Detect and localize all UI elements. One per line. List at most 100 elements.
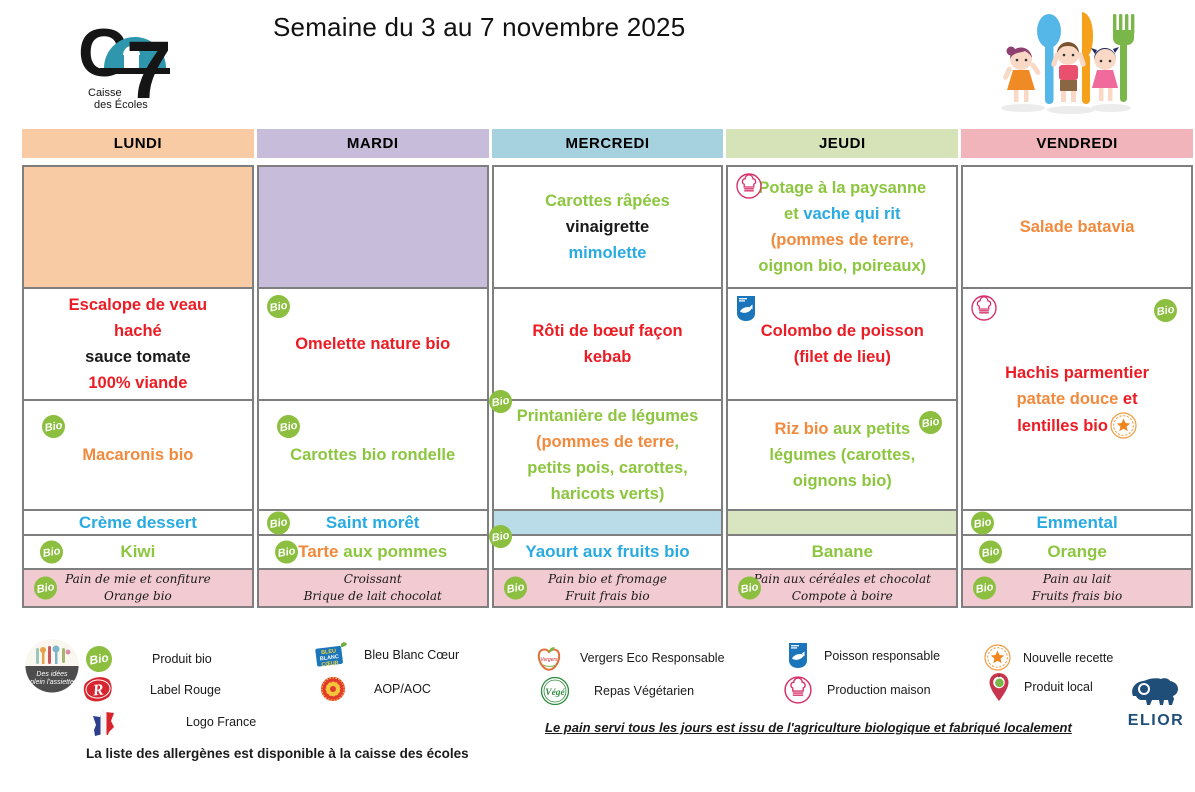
svg-text:7: 7 — [126, 25, 172, 114]
cell-lundi-gouter: Bio Pain de mie et confiture Orange bio — [22, 568, 254, 608]
menu-line: Compote à boire — [791, 589, 893, 603]
menu-line: Macaronis bio — [82, 446, 194, 464]
france-map-icon — [93, 709, 114, 736]
cell-mardi-fromage: Bio Saint morêt — [256, 509, 489, 536]
day-column-mercredi: MERCREDI Carottes râpées vinaigrette mimole… — [486, 129, 724, 608]
caisse-des-ecoles-logo: C 7 Caisse des Écoles — [78, 15, 172, 114]
svg-text:R: R — [91, 681, 105, 699]
menu-line: Riz bio aux petits — [774, 420, 911, 438]
fish-icon — [789, 643, 807, 668]
cell-mercredi-gouter: Bio Pain bio et fromage Fruit frais bio — [491, 568, 724, 608]
menu-line: Pain au lait — [1042, 572, 1112, 586]
menu-line: Pain de mie et confiture — [65, 572, 211, 586]
svg-text:Caisse: Caisse — [88, 87, 122, 99]
menu-line: oignon bio, poireaux) — [758, 257, 927, 275]
legend-item-nouvelle-recette: Nouvelle recette — [984, 644, 1113, 671]
menu-line: Kiwi — [120, 542, 156, 561]
svg-text:BLEU: BLEU — [321, 648, 337, 656]
kids-cutlery-illustration — [1001, 12, 1135, 114]
menu-line: petits pois, carottes, — [527, 459, 688, 477]
menu-line: Potage à la paysanne — [758, 179, 927, 197]
label-rouge-icon: R — [83, 677, 112, 702]
day-column-lundi: LUNDI Escalope de veau haché sauce tomate 10… — [22, 129, 254, 608]
bio-icon: Bio — [264, 293, 292, 320]
day-header-mercredi: MERCREDI — [491, 129, 724, 158]
menu-line: Salade batavia — [1019, 218, 1135, 236]
cell-mardi-dessert: Bio Tarte aux pommes — [256, 534, 489, 570]
svg-text:des Écoles: des Écoles — [94, 98, 148, 111]
menu-line: Carottes râpées — [545, 192, 670, 210]
menu-line: Omelette nature bio — [295, 335, 451, 353]
cell-vendredi-gouter: Bio Pain au lait Fruits frais bio — [961, 568, 1193, 608]
svg-text:plein l'assiette: plein l'assiette — [29, 679, 74, 686]
fish-icon — [736, 295, 756, 322]
cell-mardi-entree — [256, 165, 489, 289]
cell-jeudi-entree: Potage à la paysanne et vache qui rit (pom… — [726, 165, 959, 289]
cell-jeudi-dessert: Banane — [726, 534, 959, 570]
plate-ideas-logo: Des idées plein l'assiette — [25, 639, 79, 693]
menu-line: Tarte aux pommes — [298, 542, 448, 561]
menu-line: oignons bio) — [792, 472, 892, 490]
chef-hat-icon — [971, 295, 997, 321]
bleu-blanc-coeur-icon: BLEU BLANC CŒUR — [315, 641, 347, 668]
day-header-mardi: MARDI — [256, 129, 489, 158]
bio-icon: Bio — [40, 413, 67, 440]
vergers-apple-icon: Vergers — [537, 647, 561, 671]
menu-line: patate douce et — [1016, 389, 1138, 408]
legend-item-production-maison: Production maison — [784, 676, 931, 704]
menu-line: Hachis parmentier — [1005, 363, 1150, 382]
legend-item-poisson-responsable: Poisson responsable — [788, 642, 940, 669]
day-column-mardi: MARDI Bio Omelette nature bio Bio Carottes b… — [256, 129, 489, 608]
menu-line: Escalope de veau — [68, 296, 208, 314]
cell-jeudi-plat: Colombo de poisson (filet de lieu) — [726, 287, 959, 401]
menu-line: vinaigrette — [565, 218, 650, 236]
svg-text:Des idées: Des idées — [36, 671, 68, 678]
bio-icon: Bio — [971, 574, 999, 602]
menu-line: et vache qui rit — [784, 205, 901, 223]
menu-line: Saint morêt — [325, 512, 420, 532]
star-icon — [1110, 411, 1137, 439]
menu-line: haricots verts) — [550, 485, 665, 503]
elior-logo: ELIOR — [1124, 672, 1188, 730]
menu-line: Crème dessert — [78, 512, 197, 532]
cell-mercredi-plat: Rôti de bœuf façon kebab — [491, 287, 724, 401]
menu-line: Brique de lait chocolat — [303, 589, 442, 603]
day-column-jeudi: JEUDI Potage à la paysanne et vache qui ri… — [726, 129, 959, 608]
cell-mardi-gouter: Croissant Brique de lait chocolat — [256, 568, 489, 608]
bio-icon: Bio — [264, 509, 292, 536]
menu-table: LUNDI Escalope de veau haché sauce tomate 10… — [22, 129, 1193, 608]
menu-line: Emmental — [1036, 512, 1118, 532]
cell-lundi-plat: Escalope de veau haché sauce tomate 100% vi… — [22, 287, 254, 401]
menu-line: Orange bio — [103, 589, 172, 603]
legend-item-label-rouge: R Label Rouge — [82, 676, 221, 703]
cell-lundi-entree — [22, 165, 254, 289]
legend-item-aop-aoc: AOP/AOC — [320, 676, 431, 702]
bio-icon: Bio — [272, 538, 300, 566]
menu-line: Pain bio et fromage — [547, 572, 668, 586]
menu-line: Orange — [1047, 542, 1107, 561]
svg-text:Végé: Végé — [545, 688, 565, 698]
cell-jeudi-gouter: Bio Pain aux céréales et chocolat Compote … — [726, 568, 959, 608]
legend-item-logo-france: Logo France — [92, 708, 256, 736]
elior-wordmark: ELIOR — [1127, 712, 1185, 729]
cell-vendredi-dessert: Bio Orange — [961, 534, 1193, 570]
menu-line: Colombo de poisson — [760, 322, 924, 340]
menu-line: kebab — [583, 348, 632, 366]
cell-mercredi-dessert: Bio Yaourt aux fruits bio — [486, 523, 724, 570]
vege-icon: Végé — [540, 676, 570, 706]
menu-line: Banane — [811, 542, 873, 561]
allergen-note: La liste des allergènes est disponible à… — [86, 746, 469, 761]
cell-vendredi-plat: Bio Hachis parmentier patate douce et lenti… — [961, 287, 1193, 511]
cell-lundi-fromage: Crème dessert — [22, 509, 254, 536]
bio-icon: Bio — [917, 409, 945, 436]
cell-lundi-accomp: Bio Macaronis bio — [22, 399, 254, 511]
cell-mercredi-fromage — [491, 509, 724, 536]
legend-item-produit-bio: Bio Produit bio — [83, 643, 212, 675]
menu-line: Printanière de légumes — [516, 407, 699, 425]
menu-line: Pain aux céréales et chocolat — [753, 572, 931, 586]
legend-item-produit-local: Produit local — [988, 672, 1093, 702]
bio-icon: Bio — [977, 538, 1005, 566]
map-pin-icon — [989, 673, 1009, 701]
menu-line: (pommes de terre, — [535, 433, 680, 451]
